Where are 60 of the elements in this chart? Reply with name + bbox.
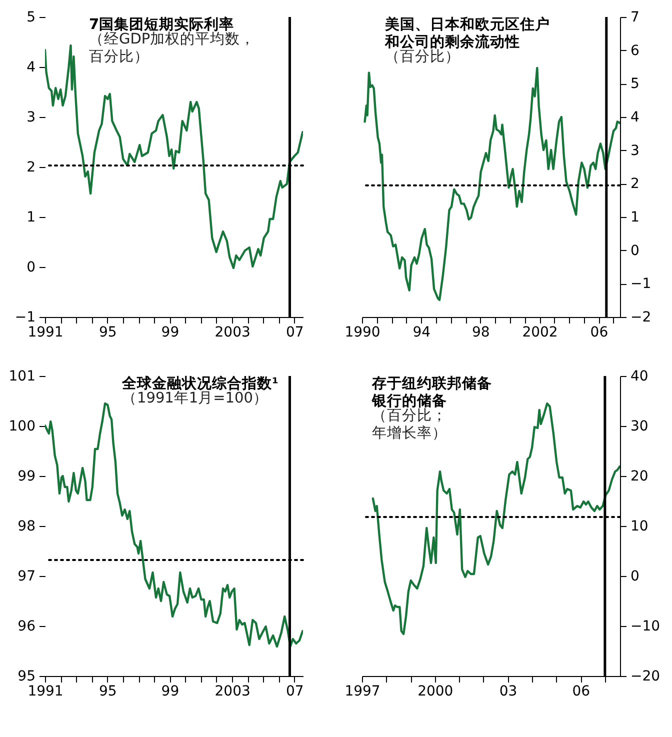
y-tick-label: 100 — [8, 418, 36, 434]
y-tick-label: 0 — [630, 568, 640, 584]
x-tick-label: 99 — [161, 684, 180, 700]
x-tick-label: 99 — [161, 324, 180, 340]
y-tick-label: 10 — [630, 518, 648, 534]
y-tick-label: 96 — [18, 618, 36, 634]
x-tick-label: 06 — [572, 684, 590, 700]
x-tick-label: 98 — [472, 324, 490, 340]
line-series — [45, 44, 303, 270]
text: （经GDP加权的平均数，百分比） — [89, 30, 256, 65]
y-tick-label: 40 — [630, 368, 648, 384]
x-tick-label: 95 — [98, 324, 117, 340]
x-tick-label: 2003 — [214, 324, 250, 340]
chart-title: 全球金融状况综合指数¹ — [121, 375, 278, 392]
x-tick-label: 2000 — [418, 684, 454, 700]
y-tick-label: 5 — [630, 76, 640, 92]
y-tick-label: 0 — [630, 242, 640, 259]
x-tick-label: 03 — [499, 684, 518, 700]
x-tick-label: 1991 — [28, 684, 64, 700]
text: （1991年1月=100） — [122, 390, 268, 406]
text: （百分比；年增长率） — [372, 407, 447, 442]
y-tick-label: 2 — [26, 160, 36, 176]
x-tick-label: 1997 — [344, 684, 380, 700]
y-tick-label: −2 — [630, 310, 652, 326]
y-tick-label: 20 — [630, 468, 648, 484]
x-tick-label: 94 — [412, 324, 431, 340]
x-tick-label: 2002 — [522, 324, 558, 340]
y-tick-label: 95 — [18, 668, 36, 684]
y-tick-label: −10 — [630, 618, 660, 634]
x-tick-label: 06 — [590, 324, 608, 340]
x-tick-label: 07 — [286, 684, 304, 700]
y-tick-label: −1 — [630, 276, 652, 292]
x-tick-label: 07 — [286, 324, 304, 340]
chart-title: 7国集团短期实际利率 — [89, 15, 234, 33]
y-tick-label: 101 — [8, 368, 36, 384]
y-tick-label: −20 — [630, 668, 660, 684]
y-tick-label: 3 — [26, 110, 36, 126]
x-tick-label: 1990 — [344, 324, 380, 340]
text: 存于纽约联邦储备银行的储备 — [371, 375, 492, 410]
y-tick-label: 99 — [18, 468, 36, 484]
text: 美国、日本和欧元区住户和公司的剩余流动性 — [384, 15, 550, 50]
y-tick-label: −1 — [14, 310, 36, 326]
y-tick-label: 97 — [18, 568, 36, 584]
x-tick-label: 95 — [98, 684, 117, 700]
y-tick-label: 1 — [630, 210, 640, 226]
y-tick-label: 5 — [26, 10, 36, 26]
y-tick-label: 3 — [630, 142, 640, 159]
x-tick-label: 1991 — [28, 324, 64, 340]
y-tick-label: 30 — [630, 418, 648, 434]
text: （百分比） — [385, 48, 460, 65]
y-tick-label: 0 — [26, 260, 36, 276]
line-series — [364, 66, 620, 302]
y-tick-label: 4 — [630, 110, 640, 126]
x-tick-label: 2003 — [214, 684, 250, 700]
y-tick-label: 98 — [18, 518, 36, 534]
y-tick-label: 6 — [630, 42, 640, 59]
y-tick-label: 2 — [630, 176, 640, 192]
y-tick-label: 4 — [26, 60, 36, 76]
y-tick-label: 1 — [26, 210, 36, 226]
y-tick-label: 7 — [630, 10, 640, 26]
